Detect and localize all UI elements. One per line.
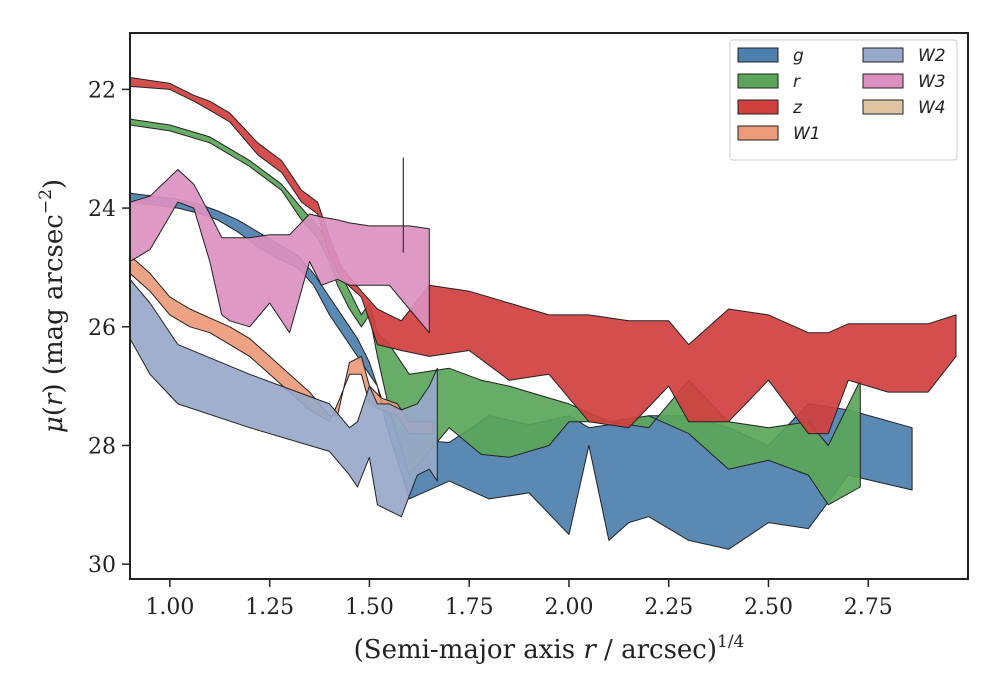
y-axis: 22 24 26 28 30	[88, 78, 130, 578]
legend-swatch-w4	[862, 99, 904, 115]
series-band-r	[130, 118, 861, 506]
x-tick-label: 2.00	[544, 595, 593, 620]
legend-label-w1: W1	[793, 124, 821, 144]
y-tick-label: 22	[88, 78, 116, 103]
y-axis-label: μ(r) (mag arcsec−2)	[36, 179, 69, 433]
x-axis: 1.00 1.25 1.50 1.75 2.00 2.25 2.50 2.75	[145, 579, 893, 620]
legend-label-r: r	[793, 72, 801, 92]
plot-frame	[129, 32, 969, 580]
x-tick-label: 1.50	[345, 595, 394, 620]
legend-swatch-z	[737, 99, 779, 115]
x-tick-label: 1.25	[245, 595, 294, 620]
legend-swatch-w2	[862, 47, 904, 63]
series-band-w2	[130, 278, 438, 518]
series-layer	[130, 77, 957, 550]
legend-label-g: g	[793, 46, 804, 66]
legend-label-w3: W3	[918, 72, 946, 92]
x-axis-label: (Semi-major axis r / arcsec)1/4	[354, 632, 745, 665]
legend-swatch-w1	[737, 125, 779, 141]
series-band-g	[130, 192, 913, 550]
series-band-w3	[130, 169, 430, 334]
legend-label-z: z	[792, 98, 803, 118]
y-tick-label: 26	[88, 316, 116, 341]
legend-label-w2: W2	[918, 46, 946, 66]
x-tick-label: 2.25	[644, 595, 693, 620]
x-tick-label: 1.75	[445, 595, 494, 620]
y-tick-label: 30	[88, 553, 116, 578]
legend-label-w4: W4	[918, 98, 946, 118]
legend: grz W1 W2 W3 W4	[729, 39, 958, 161]
y-tick-label: 24	[88, 197, 116, 222]
legend-frame	[729, 39, 958, 161]
x-tick-label: 2.50	[744, 595, 793, 620]
legend-swatch-r	[737, 73, 779, 89]
x-tick-label: 2.75	[844, 595, 893, 620]
x-tick-label: 1.00	[145, 595, 194, 620]
legend-swatch-g	[737, 47, 779, 63]
y-tick-label: 28	[88, 434, 116, 459]
legend-swatch-w3	[862, 73, 904, 89]
